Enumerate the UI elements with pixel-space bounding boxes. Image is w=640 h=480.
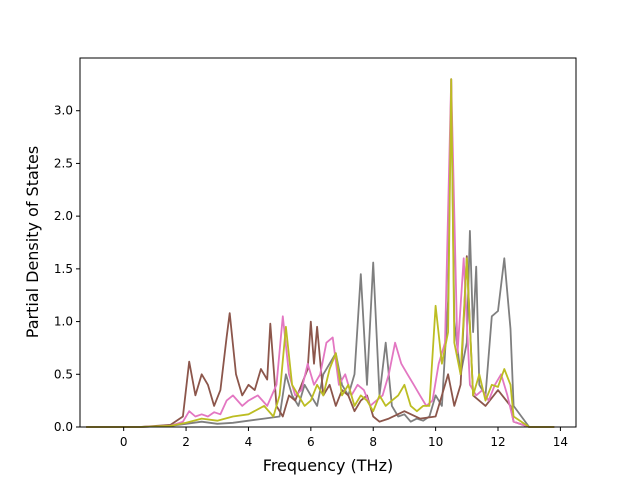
x-tick-label: 0 [120, 435, 128, 449]
x-axis-ticks: 0 2 4 6 8 10 12 14 [120, 427, 568, 449]
y-tick-label: 0.0 [54, 420, 73, 434]
x-axis-title: Frequency (THz) [263, 456, 393, 475]
series-line-2 [86, 255, 555, 428]
y-tick-label: 2.0 [54, 209, 73, 223]
series-line-4 [86, 78, 555, 428]
y-tick-label: 2.5 [54, 156, 73, 170]
y-tick-label: 3.0 [54, 104, 73, 118]
x-tick-label: 8 [369, 435, 377, 449]
x-tick-label: 2 [182, 435, 190, 449]
series-layer [86, 78, 555, 428]
x-tick-label: 12 [490, 435, 505, 449]
plot-frame [79, 57, 577, 428]
x-tick-label: 4 [245, 435, 253, 449]
x-tick-label: 6 [307, 435, 315, 449]
y-tick-label: 0.5 [54, 367, 73, 381]
y-tick-label: 1.0 [54, 315, 73, 329]
series-line-3 [86, 78, 555, 428]
y-axis-title: Partial Density of States [23, 146, 42, 338]
y-tick-label: 1.5 [54, 262, 73, 276]
x-tick-label: 10 [428, 435, 443, 449]
x-tick-label: 14 [553, 435, 568, 449]
series-line-1 [86, 78, 555, 428]
y-axis-ticks: 0.0 0.5 1.0 1.5 2.0 2.5 3.0 [54, 104, 80, 434]
